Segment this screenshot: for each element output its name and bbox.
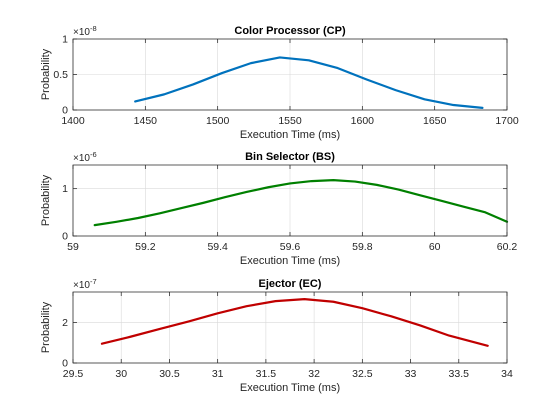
subplot-ejector: Ejector (EC) Execution Time (ms) Probabi… [40, 277, 513, 394]
x-tick-label: 31.5 [256, 368, 277, 380]
y-exponent-label: ×10-7 [73, 277, 97, 291]
y-tick-label: 0 [62, 231, 68, 243]
chart-title: Color Processor (CP) [234, 25, 346, 37]
x-tick-label: 33 [405, 368, 417, 380]
x-tick-label: 32 [308, 368, 320, 380]
y-tick-label: 2 [62, 317, 68, 329]
y-tick-label: 0 [62, 105, 68, 117]
x-tick-label: 1550 [278, 115, 302, 127]
y-tick-label: 0.5 [53, 69, 68, 81]
x-tick-label: 59.6 [280, 241, 301, 253]
y-axis-label: Probability [40, 301, 52, 353]
x-tick-label: 33.5 [449, 368, 470, 380]
x-tick-label: 29.5 [63, 368, 84, 380]
x-axis-label: Execution Time (ms) [240, 255, 340, 267]
x-tick-label: 59 [67, 241, 79, 253]
x-tick-label: 60 [429, 241, 441, 253]
x-tick-label: 30 [115, 368, 127, 380]
y-exponent-power: -7 [90, 277, 97, 286]
series-line [134, 56, 484, 109]
y-tick-label: 1 [62, 183, 68, 195]
x-tick-label: 60.2 [497, 241, 518, 253]
x-tick-label: 59.8 [352, 241, 373, 253]
y-exponent-power: -8 [90, 24, 97, 33]
subplot-color-processor: Color Processor (CP) Execution Time (ms)… [40, 24, 519, 141]
y-exponent-base: ×10 [73, 280, 90, 291]
x-tick-label: 1600 [351, 115, 375, 127]
x-tick-label: 30.5 [159, 368, 180, 380]
x-tick-label: 1500 [206, 115, 230, 127]
y-exponent-base: ×10 [73, 27, 90, 38]
y-exponent-power: -6 [90, 150, 97, 159]
x-tick-label: 1450 [134, 115, 158, 127]
y-exponent-base: ×10 [73, 153, 90, 164]
y-tick-label: 1 [62, 34, 68, 46]
x-tick-label: 34 [501, 368, 513, 380]
x-tick-label: 32.5 [352, 368, 373, 380]
subplot-bin-selector: Bin Selector (BS) Execution Time (ms) Pr… [40, 150, 517, 267]
y-axis-label: Probability [40, 48, 52, 100]
series-line [93, 179, 509, 227]
x-tick-label: 59.4 [207, 241, 228, 253]
series-line [100, 298, 489, 347]
chart-title: Ejector (EC) [259, 278, 322, 290]
x-axis-label: Execution Time (ms) [240, 129, 340, 141]
y-exponent-label: ×10-8 [73, 24, 97, 38]
y-exponent-label: ×10-6 [73, 150, 97, 164]
x-tick-label: 1700 [495, 115, 519, 127]
plot-area [73, 292, 507, 363]
x-axis-label: Execution Time (ms) [240, 382, 340, 394]
y-axis-label: Probability [40, 174, 52, 226]
x-tick-label: 1400 [61, 115, 85, 127]
x-tick-label: 31 [212, 368, 224, 380]
y-tick-label: 0 [62, 358, 68, 370]
x-tick-label: 59.2 [135, 241, 156, 253]
x-tick-label: 1650 [423, 115, 447, 127]
axes-box [72, 291, 508, 364]
chart-title: Bin Selector (BS) [245, 151, 335, 163]
